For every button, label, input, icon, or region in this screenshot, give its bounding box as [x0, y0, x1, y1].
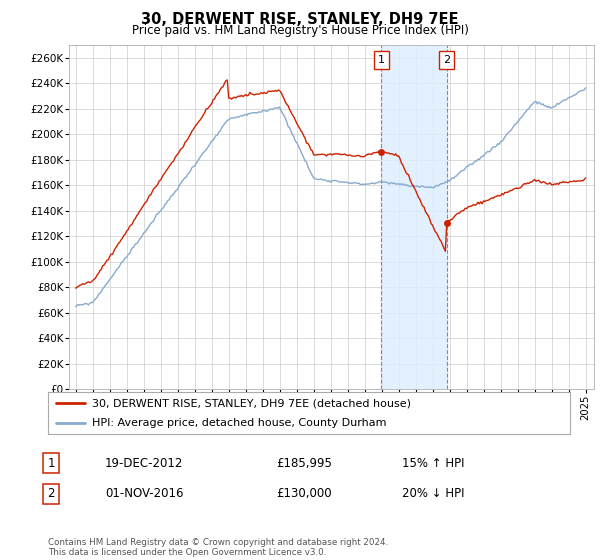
Text: 19-DEC-2012: 19-DEC-2012: [105, 456, 184, 470]
Text: 15% ↑ HPI: 15% ↑ HPI: [402, 456, 464, 470]
Text: £185,995: £185,995: [276, 456, 332, 470]
Text: 1: 1: [377, 55, 385, 66]
Text: HPI: Average price, detached house, County Durham: HPI: Average price, detached house, Coun…: [92, 418, 387, 428]
Text: 01-NOV-2016: 01-NOV-2016: [105, 487, 184, 501]
Text: Contains HM Land Registry data © Crown copyright and database right 2024.
This d: Contains HM Land Registry data © Crown c…: [48, 538, 388, 557]
Text: 1: 1: [47, 456, 55, 470]
Text: 2: 2: [47, 487, 55, 501]
Bar: [381, 45, 447, 389]
Text: 2: 2: [443, 55, 451, 66]
Text: 20% ↓ HPI: 20% ↓ HPI: [402, 487, 464, 501]
Text: £130,000: £130,000: [276, 487, 332, 501]
Text: 30, DERWENT RISE, STANLEY, DH9 7EE: 30, DERWENT RISE, STANLEY, DH9 7EE: [141, 12, 459, 27]
Text: Price paid vs. HM Land Registry's House Price Index (HPI): Price paid vs. HM Land Registry's House …: [131, 24, 469, 37]
Text: 30, DERWENT RISE, STANLEY, DH9 7EE (detached house): 30, DERWENT RISE, STANLEY, DH9 7EE (deta…: [92, 398, 412, 408]
